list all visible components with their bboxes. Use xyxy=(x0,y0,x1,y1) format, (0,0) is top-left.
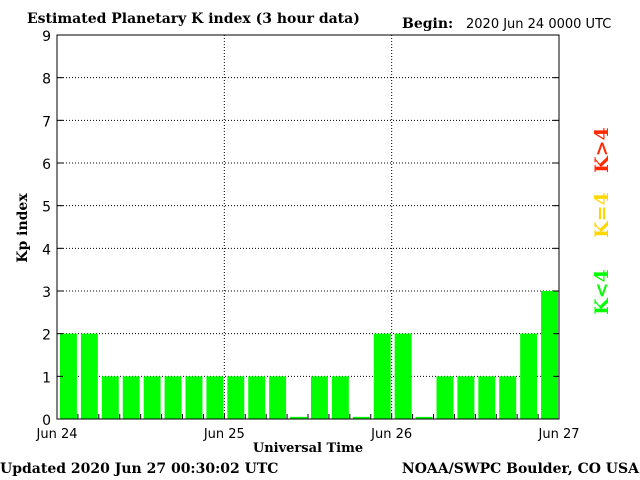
y-tick-label: 8 xyxy=(42,72,51,88)
kp-bar xyxy=(227,376,245,419)
kp-bar xyxy=(373,333,391,419)
kp-bar xyxy=(415,416,433,419)
x-tick-label: Jun 27 xyxy=(538,427,580,442)
kp-bar xyxy=(80,333,98,419)
x-ticks: Jun 24 Jun 25 Jun 26 Jun 27 xyxy=(36,414,580,442)
kp-bar xyxy=(499,376,517,419)
y-tick-label: 1 xyxy=(42,370,51,386)
plot-frame xyxy=(56,34,560,420)
kp-bar xyxy=(164,376,182,419)
y-axis-label: Kp index xyxy=(15,193,31,263)
kp-bar xyxy=(143,376,161,419)
x-tick-label: Jun 24 xyxy=(36,427,78,442)
kp-bar xyxy=(269,376,287,419)
kp-bar xyxy=(331,376,349,419)
y-tick-label: 9 xyxy=(42,29,51,45)
y-tick-label: 4 xyxy=(42,242,51,258)
y-tick-label: 0 xyxy=(42,413,51,429)
kp-bar xyxy=(541,291,558,419)
begin-label: Begin: xyxy=(402,16,453,32)
kp-bar xyxy=(394,333,412,419)
kp-bar xyxy=(520,333,538,419)
x-axis-label: Universal Time xyxy=(253,441,363,456)
kp-bar xyxy=(185,376,203,419)
kp-bar xyxy=(311,376,328,419)
y-tick-label: 2 xyxy=(42,328,51,344)
y-tick-label: 5 xyxy=(42,200,51,216)
kp-bar xyxy=(436,376,454,419)
kp-bar xyxy=(290,416,307,419)
kp-bar xyxy=(122,376,140,419)
updated-text: Updated 2020 Jun 27 00:30:02 UTC xyxy=(0,461,278,477)
source-text: NOAA/SWPC Boulder, CO USA xyxy=(402,461,640,477)
x-tick-label: Jun 26 xyxy=(370,427,412,442)
kp-bar xyxy=(352,416,370,419)
x-tick-label: Jun 25 xyxy=(203,427,245,442)
kp-bar xyxy=(457,376,475,419)
gridlines xyxy=(57,35,559,419)
kp-bar xyxy=(60,333,77,419)
y-tick-label: 3 xyxy=(42,285,51,301)
y-tick-label: 6 xyxy=(42,157,51,173)
kp-bar xyxy=(478,376,496,419)
begin-value: 2020 Jun 24 0000 UTC xyxy=(466,17,611,32)
kp-bar xyxy=(101,376,119,419)
chart-title: Estimated Planetary K index (3 hour data… xyxy=(27,11,360,27)
legend-entry: K=4 xyxy=(591,192,613,238)
y-ticks: 0 1 2 3 4 5 6 7 8 9 xyxy=(42,29,559,429)
y-tick-label: 7 xyxy=(42,114,51,130)
legend-entry: K>4 xyxy=(591,127,613,173)
bars xyxy=(60,291,558,419)
kp-bar xyxy=(248,376,266,419)
kp-bar xyxy=(206,376,224,419)
plot-area: 0 1 2 3 4 5 6 7 8 9 Jun 24 Jun 25 Jun 26 Jun 27 xyxy=(36,29,580,442)
legend-entry: K<4 xyxy=(591,269,613,315)
legend: K>4 K=4 K<4 xyxy=(591,127,613,315)
